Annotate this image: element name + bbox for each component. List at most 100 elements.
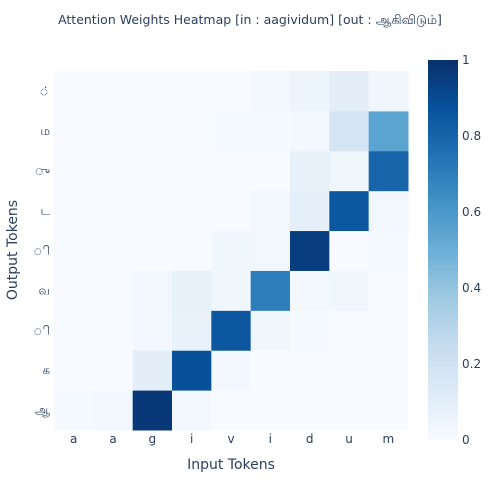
heatmap-cell-r0-c4 xyxy=(211,390,252,431)
heatmap-cell-r2-c8 xyxy=(368,310,409,351)
heatmap-cell-r5-c7 xyxy=(329,190,370,232)
heatmap-cell-r3-c5 xyxy=(250,270,291,311)
heatmap-cell-r7-c7 xyxy=(329,110,370,152)
heatmap-cell-r4-c3 xyxy=(172,230,212,271)
heatmap-cell-r5-c5 xyxy=(250,190,291,232)
heatmap-cell-r8-c6 xyxy=(290,71,330,112)
heatmap-cell-r3-c2 xyxy=(132,270,173,311)
y-tick-label: வ xyxy=(39,283,50,297)
heatmap-cell-r3-c6 xyxy=(290,270,330,311)
heatmap-cell-r1-c7 xyxy=(329,350,370,391)
y-axis-title: Output Tokens xyxy=(5,200,21,300)
heatmap-cell-r0-c1 xyxy=(93,390,134,431)
heatmap-cell-r0-c7 xyxy=(329,390,370,431)
heatmap-cell-r8-c7 xyxy=(329,71,370,112)
x-tick-label: i xyxy=(190,432,193,446)
x-tick-label: m xyxy=(382,432,394,446)
heatmap-cell-r1-c8 xyxy=(368,350,409,391)
y-tick-label: ி xyxy=(33,323,50,337)
heatmap-cell-r5-c3 xyxy=(172,190,212,232)
y-tick-label: ு xyxy=(35,164,50,178)
heatmap-cell-r3-c8 xyxy=(368,270,409,311)
heatmap-cell-r7-c1 xyxy=(93,110,134,152)
heatmap-cell-r6-c4 xyxy=(211,150,252,192)
heatmap-cell-r7-c2 xyxy=(132,110,173,152)
heatmap-cell-r8-c0 xyxy=(54,71,94,112)
heatmap-cell-r5-c4 xyxy=(211,190,252,232)
heatmap-cell-r2-c1 xyxy=(93,310,134,351)
heatmap-cell-r7-c0 xyxy=(54,110,94,152)
y-tick-label: ி xyxy=(33,244,50,258)
heatmap-cell-r6-c1 xyxy=(93,150,134,192)
x-axis-title: Input Tokens xyxy=(187,457,275,473)
heatmap-cell-r4-c2 xyxy=(132,230,173,271)
colorbar-tick-label: 0.8 xyxy=(462,129,481,143)
heatmap-cell-r6-c8 xyxy=(368,150,409,192)
heatmap-cell-r5-c2 xyxy=(132,190,173,232)
heatmap-cell-r1-c6 xyxy=(290,350,330,391)
heatmap-cell-r8-c3 xyxy=(172,71,212,112)
x-tick-label: i xyxy=(269,432,272,446)
heatmap-cell-r1-c0 xyxy=(54,350,94,391)
heatmap-cell-r8-c5 xyxy=(250,71,291,112)
heatmap-cell-r6-c6 xyxy=(290,150,330,192)
heatmap-cell-r0-c8 xyxy=(368,390,409,431)
heatmap-cell-r8-c8 xyxy=(368,71,409,112)
x-tick-label: u xyxy=(345,432,353,446)
heatmap-cells xyxy=(54,71,409,431)
x-tick-label: d xyxy=(306,432,314,446)
heatmap-cell-r3-c4 xyxy=(211,270,252,311)
heatmap-cell-r0-c6 xyxy=(290,390,330,431)
colorbar-tick-label: 0 xyxy=(462,433,470,447)
heatmap-cell-r4-c8 xyxy=(368,230,409,271)
x-tick-label: a xyxy=(70,432,77,446)
heatmap-cell-r7-c3 xyxy=(172,110,212,152)
heatmap-cell-r4-c6 xyxy=(290,230,330,271)
heatmap-cell-r1-c1 xyxy=(93,350,134,391)
heatmap-cell-r3-c0 xyxy=(54,270,94,311)
heatmap-cell-r8-c4 xyxy=(211,71,252,112)
heatmap-cell-r4-c5 xyxy=(250,230,291,271)
heatmap-cell-r1-c4 xyxy=(211,350,252,391)
heatmap-cell-r5-c1 xyxy=(93,190,134,232)
heatmap-cell-r2-c6 xyxy=(290,310,330,351)
y-tick-label: ட xyxy=(40,204,50,218)
heatmap-cell-r2-c5 xyxy=(250,310,291,351)
heatmap-cell-r6-c5 xyxy=(250,150,291,192)
heatmap-cell-r4-c0 xyxy=(54,230,94,271)
x-tick-label: a xyxy=(109,432,116,446)
heatmap-cell-r7-c6 xyxy=(290,110,330,152)
y-tick-label: ஆ xyxy=(35,403,50,417)
y-tick-labels: ஆ கி வி டு ம் xyxy=(33,84,50,417)
colorbar-tick-label: 1 xyxy=(462,53,470,67)
heatmap-cell-r3-c7 xyxy=(329,270,370,311)
colorbar-tick-label: 0.6 xyxy=(462,205,481,219)
colorbar-tick-labels: 0 0.2 0.4 0.6 0.8 1 xyxy=(462,53,481,447)
y-tick-label: ம xyxy=(40,124,50,138)
heatmap-cell-r5-c0 xyxy=(54,190,94,232)
heatmap-cell-r4-c1 xyxy=(93,230,134,271)
heatmap-cell-r2-c0 xyxy=(54,310,94,351)
heatmap-cell-r3-c1 xyxy=(93,270,134,311)
heatmap-cell-r6-c0 xyxy=(54,150,94,192)
heatmap-cell-r7-c8 xyxy=(368,110,409,152)
heatmap-cell-r4-c4 xyxy=(211,230,252,271)
heatmap-cell-r5-c6 xyxy=(290,190,330,232)
chart-title: Attention Weights Heatmap [in : aagividu… xyxy=(58,12,442,27)
heatmap-cell-r1-c2 xyxy=(132,350,173,391)
heatmap-cell-r2-c2 xyxy=(132,310,173,351)
heatmap-cell-r2-c7 xyxy=(329,310,370,351)
heatmap-cell-r2-c4 xyxy=(211,310,252,351)
heatmap-cell-r8-c1 xyxy=(93,71,134,112)
heatmap-cell-r1-c3 xyxy=(172,350,212,391)
colorbar xyxy=(428,60,458,440)
y-tick-label: க xyxy=(42,363,50,377)
y-tick-label: ் xyxy=(39,84,50,98)
heatmap-cell-r6-c3 xyxy=(172,150,212,192)
colorbar-tick-label: 0.2 xyxy=(462,357,481,371)
heatmap-cell-r0-c2 xyxy=(132,390,173,431)
heatmap-cell-r2-c3 xyxy=(172,310,212,351)
heatmap-cell-r6-c2 xyxy=(132,150,173,192)
